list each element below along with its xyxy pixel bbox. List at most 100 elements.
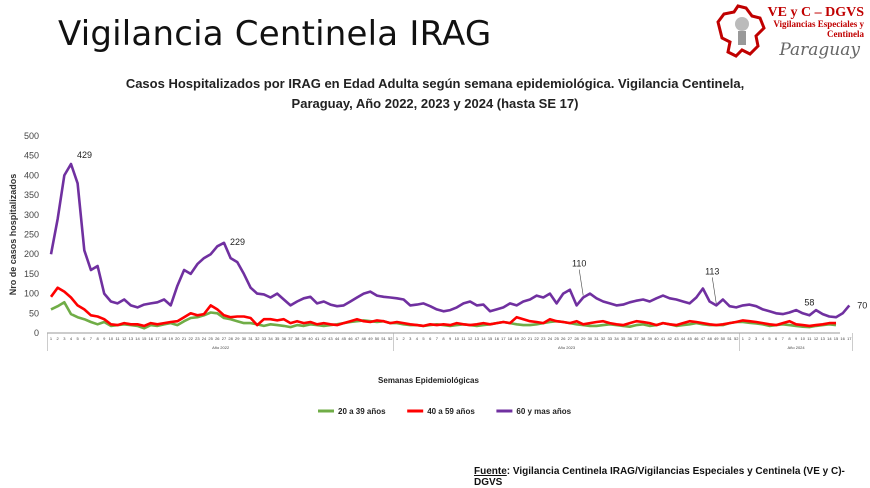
x-tick-label: 41 bbox=[661, 336, 666, 341]
x-tick-label: 40 bbox=[654, 336, 659, 341]
x-tick-label: 3 bbox=[63, 336, 66, 341]
chart-title: Casos Hospitalizados por IRAG en Edad Ad… bbox=[90, 74, 780, 114]
x-tick-label: 24 bbox=[548, 336, 553, 341]
x-tick-label: 37 bbox=[634, 336, 639, 341]
year-group-label: Año 2023 bbox=[558, 345, 576, 350]
x-tick-label: 7 bbox=[782, 336, 785, 341]
x-tick-label: 39 bbox=[302, 336, 307, 341]
x-tick-label: 1 bbox=[50, 336, 53, 341]
x-tick-label: 33 bbox=[262, 336, 267, 341]
x-tick-label: 11 bbox=[807, 336, 812, 341]
x-tick-label: 15 bbox=[834, 336, 839, 341]
x-tick-label: 6 bbox=[775, 336, 778, 341]
x-tick-label: 5 bbox=[768, 336, 771, 341]
x-tick-label: 14 bbox=[481, 336, 486, 341]
x-axis-label: Semanas Epidemiológicas bbox=[378, 376, 479, 385]
annotation-leader bbox=[711, 277, 717, 304]
x-tick-label: 13 bbox=[820, 336, 825, 341]
x-tick-label: 3 bbox=[409, 336, 412, 341]
x-tick-label: 31 bbox=[248, 336, 253, 341]
x-tick-label: 11 bbox=[115, 336, 120, 341]
x-tick-label: 1 bbox=[742, 336, 745, 341]
slide-title: Vigilancia Centinela IRAG bbox=[58, 14, 492, 54]
x-tick-label: 7 bbox=[90, 336, 93, 341]
year-group-label: Año 2024 bbox=[788, 345, 806, 350]
legend-label-2: 40 a 59 años bbox=[427, 407, 475, 416]
x-tick-label: 4 bbox=[416, 336, 419, 341]
x-tick-label: 29 bbox=[581, 336, 586, 341]
x-tick-label: 15 bbox=[142, 336, 147, 341]
data-label: 113 bbox=[705, 266, 719, 276]
x-tick-label: 18 bbox=[162, 336, 167, 341]
x-tick-label: 48 bbox=[707, 336, 712, 341]
x-tick-label: 6 bbox=[83, 336, 86, 341]
y-tick-label: 500 bbox=[24, 131, 39, 141]
y-tick-label: 350 bbox=[24, 190, 39, 200]
legend-label-1: 20 a 39 años bbox=[338, 407, 386, 416]
x-tick-label: 10 bbox=[455, 336, 460, 341]
annotation-leader bbox=[578, 269, 584, 296]
x-tick-label: 28 bbox=[228, 336, 233, 341]
x-tick-label: 17 bbox=[155, 336, 160, 341]
x-tick-label: 10 bbox=[109, 336, 114, 341]
logo-country: Paraguay bbox=[779, 40, 860, 60]
x-tick-label: 23 bbox=[195, 336, 200, 341]
logo-title: VE y C – DGVS bbox=[767, 5, 864, 20]
x-tick-label: 46 bbox=[348, 336, 353, 341]
x-tick-label: 17 bbox=[501, 336, 506, 341]
x-tick-label: 5 bbox=[422, 336, 425, 341]
x-tick-label: 45 bbox=[341, 336, 346, 341]
x-tick-label: 38 bbox=[295, 336, 300, 341]
source-label: Fuente bbox=[474, 466, 507, 477]
x-tick-label: 52 bbox=[734, 336, 739, 341]
x-tick-label: 4 bbox=[70, 336, 73, 341]
x-tick-label: 12 bbox=[468, 336, 473, 341]
x-tick-label: 52 bbox=[388, 336, 393, 341]
x-tick-label: 43 bbox=[328, 336, 333, 341]
x-tick-label: 6 bbox=[429, 336, 432, 341]
series-line-2 bbox=[49, 286, 836, 328]
x-tick-label: 48 bbox=[361, 336, 366, 341]
x-tick-label: 29 bbox=[235, 336, 240, 341]
x-tick-label: 26 bbox=[561, 336, 566, 341]
x-tick-label: 16 bbox=[149, 336, 154, 341]
x-tick-label: 8 bbox=[96, 336, 99, 341]
x-tick-label: 50 bbox=[375, 336, 380, 341]
x-tick-label: 25 bbox=[554, 336, 559, 341]
source-text: : Vigilancia Centinela IRAG/Vigilancias … bbox=[474, 466, 845, 488]
x-tick-label: 18 bbox=[508, 336, 513, 341]
x-tick-label: 46 bbox=[694, 336, 699, 341]
x-tick-label: 51 bbox=[727, 336, 732, 341]
x-tick-label: 17 bbox=[847, 336, 852, 341]
x-tick-label: 30 bbox=[588, 336, 593, 341]
data-label: 229 bbox=[230, 237, 245, 247]
data-label: 429 bbox=[77, 150, 92, 160]
x-tick-label: 27 bbox=[568, 336, 573, 341]
x-tick-label: 39 bbox=[648, 336, 653, 341]
logo-subtitle: Vigilancias Especiales y Centinela bbox=[773, 19, 864, 39]
x-tick-label: 19 bbox=[169, 336, 174, 341]
x-tick-label: 16 bbox=[840, 336, 845, 341]
x-tick-label: 16 bbox=[494, 336, 499, 341]
y-tick-label: 0 bbox=[34, 328, 39, 338]
x-tick-label: 9 bbox=[103, 336, 106, 341]
x-tick-label: 35 bbox=[621, 336, 626, 341]
source-note: Fuente: Vigilancia Centinela IRAG/Vigila… bbox=[474, 466, 870, 488]
y-tick-label: 200 bbox=[24, 249, 39, 259]
data-label: 70 bbox=[857, 300, 867, 310]
x-tick-label: 20 bbox=[521, 336, 526, 341]
chart-title-line1: Casos Hospitalizados por IRAG en Edad Ad… bbox=[125, 76, 745, 91]
x-tick-label: 13 bbox=[475, 336, 480, 341]
x-tick-label: 34 bbox=[614, 336, 619, 341]
x-tick-label: 47 bbox=[701, 336, 706, 341]
y-tick-label: 100 bbox=[24, 289, 39, 299]
x-tick-label: 2 bbox=[402, 336, 405, 341]
x-tick-label: 27 bbox=[222, 336, 227, 341]
x-tick-label: 51 bbox=[381, 336, 386, 341]
x-tick-label: 24 bbox=[202, 336, 207, 341]
x-tick-label: 22 bbox=[534, 336, 539, 341]
ve-y-c-dgvs-logo: VE y C – DGVS Vigilancias Especiales y C… bbox=[712, 2, 868, 66]
x-tick-label: 1 bbox=[396, 336, 399, 341]
x-tick-label: 8 bbox=[788, 336, 791, 341]
